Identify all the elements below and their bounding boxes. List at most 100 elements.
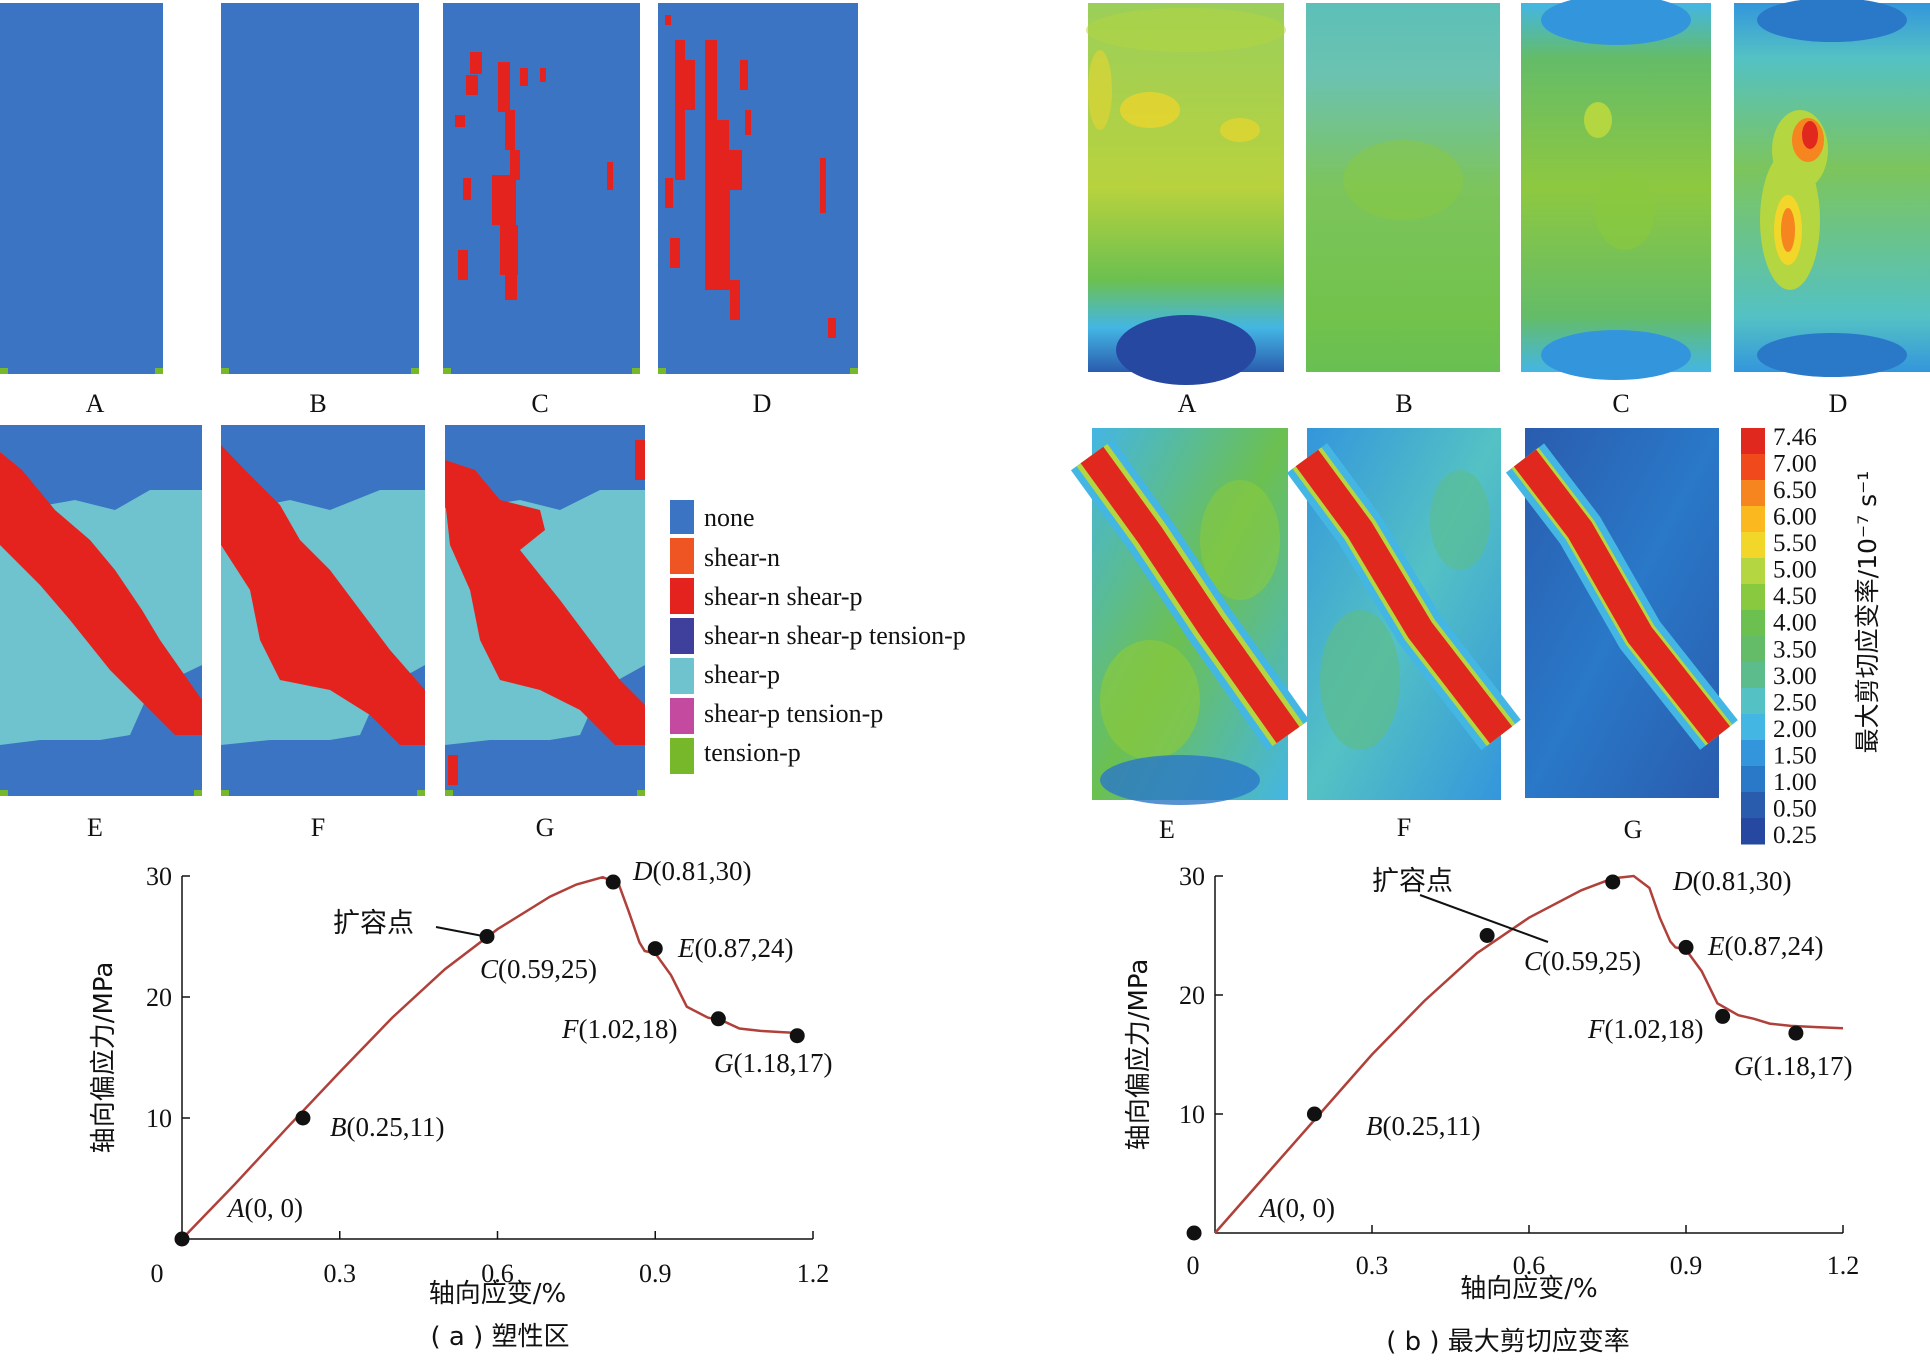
legend-label: shear-n shear-p tension-p	[704, 621, 966, 650]
label-b: B	[309, 389, 326, 418]
colorbar-tick: 5.00	[1773, 557, 1817, 584]
data-point	[647, 941, 663, 957]
colorbar-swatch	[1741, 610, 1765, 637]
x-tick-label: 0.6	[1513, 1251, 1546, 1280]
colorbar-swatch	[1741, 818, 1765, 845]
y-tick-label: 10	[146, 1104, 172, 1133]
colorbar: 7.467.006.506.005.505.004.504.003.503.00…	[1741, 424, 1882, 849]
colorbar-tick: 2.50	[1773, 689, 1817, 716]
legend-item-shear-n-shear-p-tension-p: shear-n shear-p tension-p	[670, 618, 966, 654]
colorbar-tick: 0.25	[1773, 822, 1817, 849]
label-f: F	[1397, 813, 1411, 842]
colorbar-tick: 1.50	[1773, 742, 1817, 769]
y-tick-label: 20	[146, 983, 172, 1012]
strain-map-c	[1521, 0, 1711, 380]
x-tick-label: 0.9	[1670, 1251, 1703, 1280]
point-label: C(0.59,25)	[480, 954, 597, 984]
label-d: D	[753, 389, 772, 418]
colorbar-swatch	[1741, 714, 1765, 741]
label-a: A	[1178, 389, 1197, 418]
strain-map-b	[1306, 3, 1500, 372]
colorbar-tick: 6.00	[1773, 504, 1817, 531]
strain-map-f	[1286, 428, 1521, 800]
data-point	[789, 1028, 805, 1044]
x-axis-label: 轴向应变/%	[429, 1279, 566, 1309]
colorbar-tick: 3.50	[1773, 636, 1817, 663]
colorbar-swatch	[1741, 740, 1765, 767]
point-label: A(0, 0)	[226, 1193, 303, 1223]
colorbar-swatch	[1741, 454, 1765, 481]
legend-label: shear-n	[704, 543, 780, 572]
colorbar-swatch	[1741, 766, 1765, 793]
plastic-map-f	[221, 425, 425, 796]
caption-b: ( b ) 最大剪切应变率	[1386, 1327, 1630, 1357]
colorbar-swatches	[1741, 428, 1765, 845]
data-point	[1788, 1025, 1804, 1041]
colorbar-tick: 7.46	[1773, 424, 1817, 451]
colorbar-tick: 3.00	[1773, 663, 1817, 690]
plastic-map-labels: A B C D E F G	[86, 389, 772, 842]
plastic-map-c	[443, 3, 640, 374]
x-tick-label: 1.2	[1827, 1251, 1860, 1280]
point-label: C(0.59,25)	[1524, 946, 1641, 976]
data-point	[174, 1231, 190, 1247]
plastic-zone-legend: none shear-n shear-n shear-p shear-n she…	[670, 500, 966, 774]
colorbar-tick: 7.00	[1773, 451, 1817, 478]
legend-item-shear-p: shear-p	[670, 658, 780, 694]
label-e: E	[1159, 815, 1175, 844]
colorbar-tick: 5.50	[1773, 530, 1817, 557]
colorbar-swatch	[1741, 792, 1765, 819]
data-point	[1306, 1106, 1322, 1122]
data-point	[1479, 928, 1495, 943]
label-b: B	[1395, 389, 1412, 418]
x-tick-label: 0	[1187, 1251, 1200, 1280]
label-c: C	[1612, 389, 1629, 418]
annotation-leader	[435, 926, 489, 938]
label-d: D	[1829, 389, 1848, 418]
data-point	[1605, 874, 1621, 890]
point-label: D(0.81,30)	[1672, 866, 1791, 896]
stress-strain-curve	[181, 875, 803, 1240]
legend-item-shear-n: shear-n	[670, 538, 780, 574]
point-label: B(0.25,11)	[330, 1112, 444, 1142]
colorbar-tick: 2.00	[1773, 716, 1817, 743]
x-tick-label: 1.2	[797, 1259, 830, 1288]
legend-item-shear-p-tension-p: shear-p tension-p	[670, 698, 883, 734]
colorbar-tick: 6.50	[1773, 477, 1817, 504]
colorbar-swatch	[1741, 532, 1765, 559]
plastic-zone-maps	[0, 3, 858, 796]
x-axis-label: 轴向应变/%	[1460, 1274, 1597, 1304]
colorbar-swatch	[1741, 688, 1765, 715]
colorbar-swatch	[1741, 558, 1765, 585]
legend-item-tension-p: tension-p	[670, 738, 801, 774]
caption-a: ( a ) 塑性区	[430, 1322, 569, 1352]
strain-rate-maps	[1070, 0, 1930, 805]
data-point	[605, 874, 621, 890]
strain-map-d	[1734, 0, 1930, 377]
legend-swatch	[670, 738, 694, 774]
data-point	[1186, 1225, 1202, 1241]
label-g: G	[536, 813, 555, 842]
strain-map-g	[1505, 428, 1738, 798]
point-label: G(1.18,17)	[714, 1048, 832, 1078]
label-e: E	[87, 813, 103, 842]
plastic-map-b	[221, 3, 419, 374]
dilatancy-annotation: 扩容点	[333, 908, 414, 939]
plastic-map-g	[445, 425, 645, 796]
colorbar-tick: 4.00	[1773, 610, 1817, 637]
label-f: F	[311, 813, 325, 842]
dilatancy-annotation: 扩容点	[1372, 866, 1453, 897]
strain-map-e	[1070, 428, 1310, 805]
strain-map-labels: A B C D E F G	[1159, 389, 1847, 844]
legend-item-none: none	[670, 500, 755, 534]
label-c: C	[531, 389, 548, 418]
legend-swatch	[670, 578, 694, 614]
point-label: A(0, 0)	[1258, 1193, 1335, 1223]
y-tick-label: 10	[1179, 1100, 1205, 1129]
legend-label: shear-n shear-p	[704, 582, 863, 611]
colorbar-tick: 4.50	[1773, 583, 1817, 610]
legend-item-shear-n-shear-p: shear-n shear-p	[670, 578, 863, 614]
colorbar-tick: 0.50	[1773, 795, 1817, 822]
data-point	[1678, 939, 1694, 955]
